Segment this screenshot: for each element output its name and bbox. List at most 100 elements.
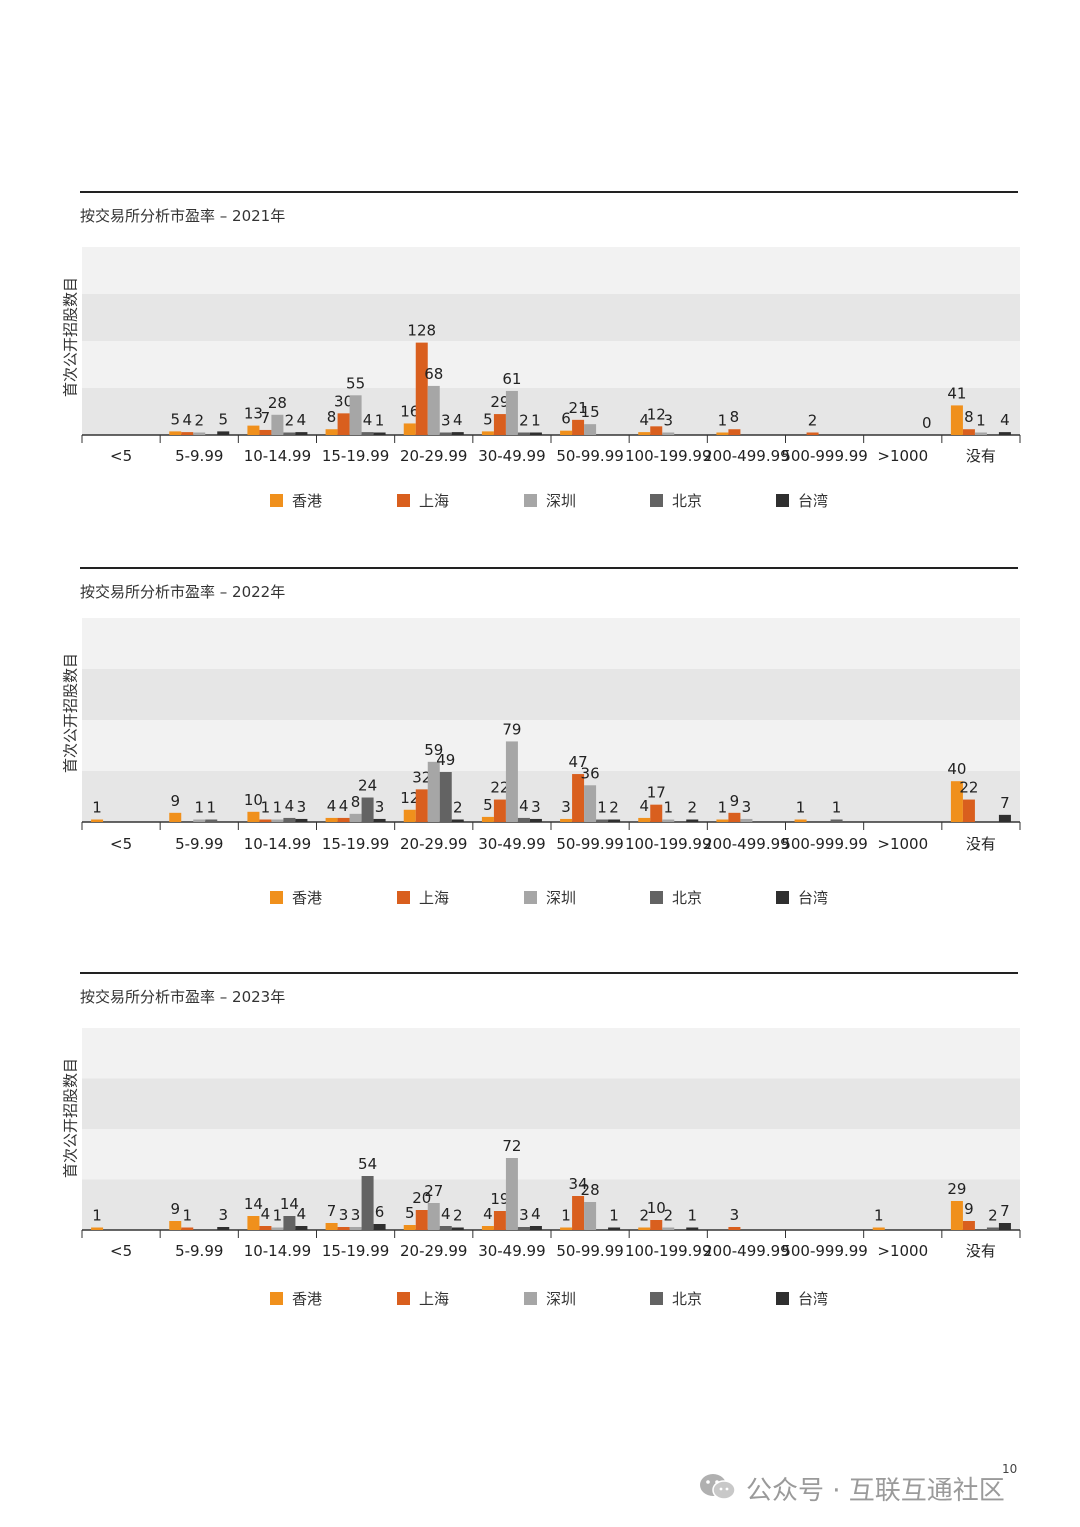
bar-data-label: 22 xyxy=(490,779,509,797)
bar xyxy=(716,819,729,822)
bar-data-label: 8 xyxy=(327,408,337,426)
bar xyxy=(283,432,296,435)
bar xyxy=(247,811,260,822)
legend-label: 北京 xyxy=(672,1289,703,1308)
bar-data-label: 8 xyxy=(351,793,361,811)
bar xyxy=(493,1211,506,1230)
bar xyxy=(872,1227,885,1230)
bar-data-label: 2 xyxy=(988,1207,998,1225)
bar xyxy=(686,1227,699,1230)
bar xyxy=(505,741,518,822)
bar xyxy=(295,432,308,435)
bar-data-label: 2 xyxy=(194,412,204,430)
legend-label: 香港 xyxy=(292,491,323,510)
bar-data-label: 61 xyxy=(502,370,521,388)
plot-band xyxy=(82,1078,1020,1129)
legend-item: 台湾 xyxy=(776,886,828,908)
panel-top-rule xyxy=(80,191,1018,193)
bar xyxy=(181,1227,194,1230)
x-tick-label: 没有 xyxy=(966,447,996,465)
bar xyxy=(806,432,819,435)
bar-data-label: 3 xyxy=(663,412,673,430)
bar xyxy=(439,432,452,435)
legend: 香港 上海 深圳 北京 台湾 xyxy=(270,1287,870,1309)
x-tick-label: 10-14.99 xyxy=(244,835,311,853)
bar xyxy=(361,432,374,435)
bar-data-label: 20 xyxy=(412,1189,431,1207)
bar xyxy=(295,818,308,822)
x-tick-label: 30-49.99 xyxy=(478,835,545,853)
legend-label: 香港 xyxy=(292,1289,323,1308)
bar-data-label: 29 xyxy=(490,393,509,411)
legend-label: 深圳 xyxy=(546,1289,577,1308)
bar-data-label: 40 xyxy=(947,760,966,778)
bar-data-label: 27 xyxy=(424,1182,443,1200)
bar xyxy=(283,1216,296,1230)
x-tick-label: 5-9.99 xyxy=(175,1242,223,1260)
legend: 香港 上海 深圳 北京 台湾 xyxy=(270,886,870,908)
bar-data-label: 30 xyxy=(334,392,353,410)
bar-data-label: 24 xyxy=(358,777,377,795)
bar xyxy=(481,1226,494,1230)
bar-data-label: 1 xyxy=(273,1207,283,1225)
bar-data-label: 28 xyxy=(581,1181,600,1199)
bar-data-label: 59 xyxy=(424,741,443,759)
x-tick-label: <5 xyxy=(110,835,132,853)
bar-data-label: 2 xyxy=(285,412,295,430)
x-tick-label: 100-199.99 xyxy=(625,447,712,465)
bar xyxy=(529,1226,542,1230)
bar xyxy=(337,413,350,435)
bar xyxy=(962,429,975,435)
bar xyxy=(728,429,741,435)
bar xyxy=(247,1216,260,1230)
bar-data-label: 55 xyxy=(346,374,365,392)
legend-swatch xyxy=(524,1291,537,1305)
legend-swatch xyxy=(650,1291,663,1305)
plot-band xyxy=(82,341,1020,388)
bar xyxy=(662,1227,675,1230)
bar-data-label: 2 xyxy=(609,799,619,817)
legend-item: 香港 xyxy=(270,489,322,511)
bar xyxy=(638,432,651,435)
bar-data-label: 2 xyxy=(663,1207,673,1225)
bar-data-label: 4 xyxy=(297,411,307,429)
bar-data-label: 4 xyxy=(261,1205,271,1223)
bar xyxy=(439,1226,452,1230)
bar xyxy=(650,426,663,435)
bar-data-label: 1 xyxy=(92,799,102,817)
legend-item: 深圳 xyxy=(524,489,576,511)
legend-item: 深圳 xyxy=(524,886,576,908)
bar xyxy=(325,1223,338,1230)
page-number: 10 xyxy=(1002,1462,1018,1476)
bar-data-label: 3 xyxy=(561,798,571,816)
bar-data-label: 5 xyxy=(483,796,493,814)
legend-swatch xyxy=(776,493,789,507)
bar-data-label: 15 xyxy=(581,403,600,421)
bar-data-label: 1 xyxy=(561,1207,571,1225)
legend-label: 上海 xyxy=(419,1289,450,1308)
x-tick-label: 20-29.99 xyxy=(400,1242,467,1260)
bar xyxy=(517,1227,530,1230)
bar xyxy=(608,819,621,822)
bar-data-label: 1 xyxy=(609,1207,619,1225)
legend: 香港 上海 深圳 北京 台湾 xyxy=(270,489,870,511)
bar-data-label: 0 xyxy=(922,414,932,432)
wechat-icon xyxy=(700,1474,736,1500)
bar-data-label: 19 xyxy=(490,1190,509,1208)
x-tick-label: 50-99.99 xyxy=(556,1242,623,1260)
bar-data-label: 1 xyxy=(206,799,216,817)
bar-data-label: 36 xyxy=(581,764,600,782)
bar-data-label: 10 xyxy=(647,1199,666,1217)
x-tick-label: 50-99.99 xyxy=(556,835,623,853)
bar xyxy=(962,1221,975,1230)
bar-data-label: 12 xyxy=(647,405,666,423)
x-tick-label: >1000 xyxy=(877,1242,928,1260)
bar xyxy=(415,342,428,435)
bar-data-label: 1 xyxy=(375,412,385,430)
bar-data-label: 14 xyxy=(280,1195,299,1213)
bar xyxy=(950,1201,963,1230)
legend-label: 北京 xyxy=(672,888,703,907)
bar-data-label: 1 xyxy=(273,799,283,817)
bar xyxy=(91,1227,104,1230)
bar-data-label: 3 xyxy=(351,1206,361,1224)
